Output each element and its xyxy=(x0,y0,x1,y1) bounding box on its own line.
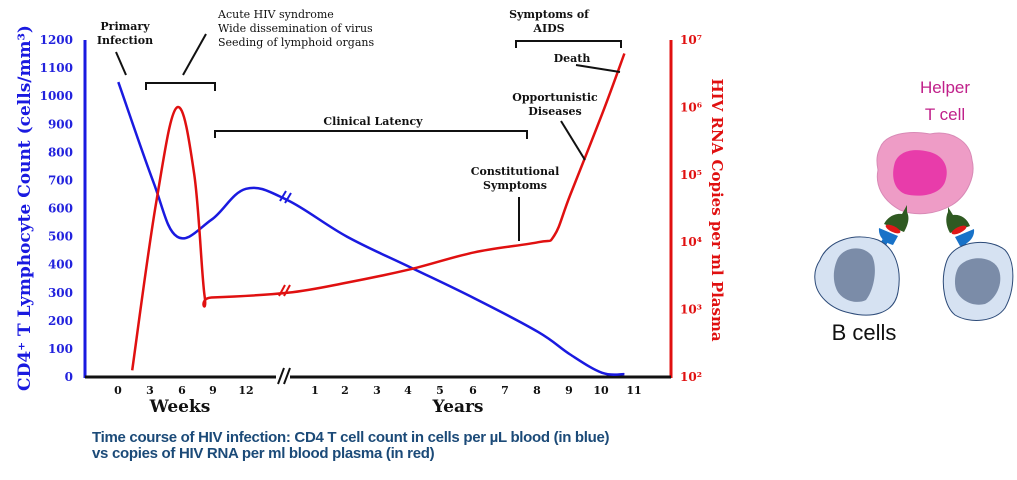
series-break-blue xyxy=(279,190,292,204)
y-right-tick-label: 10⁷ xyxy=(680,33,702,47)
helper-t-cell-label: Helper xyxy=(920,78,970,97)
x-label-years: Years xyxy=(431,397,483,417)
y-left-tick-label: 600 xyxy=(48,202,73,216)
caption-line-1: Time course of HIV infection: CD4 T cell… xyxy=(92,429,610,446)
y-left-tick-label: 1100 xyxy=(40,61,73,75)
helper-t-cell-label-2: T cell xyxy=(925,105,965,124)
annotation-text: Constitutional xyxy=(471,165,560,178)
x-tick-label-years: 5 xyxy=(436,384,444,397)
x-axis-break xyxy=(276,367,291,385)
x-tick-label-years: 4 xyxy=(404,384,412,397)
annotation-text: Symptoms of xyxy=(509,8,590,21)
x-tick-label-years: 10 xyxy=(593,384,609,397)
annotation-acute-hiv: Acute HIV syndrome Wide dissemination of… xyxy=(145,8,374,91)
y-left-tick-label: 100 xyxy=(48,342,73,356)
annotation-clinical-latency: Clinical Latency xyxy=(214,115,528,139)
series-break-red xyxy=(278,284,291,297)
y-left-tick-label: 200 xyxy=(48,314,73,328)
helper-t-cell xyxy=(876,132,974,215)
left-y-ticks: 0 100 200 300 400 500 600 700 800 900 1000 1100 1200 xyxy=(40,33,73,384)
y-left-tick-label: 400 xyxy=(48,258,73,272)
y-left-tick-label: 0 xyxy=(65,370,73,384)
annotation-text: Acute HIV syndrome xyxy=(217,8,334,21)
annotation-text: Clinical Latency xyxy=(323,115,423,128)
x-tick-label-years: 7 xyxy=(501,384,509,397)
right-y-ticks: 10² 10³ 10⁴ 10⁵ 10⁶ 10⁷ xyxy=(680,33,702,384)
annotation-text: Seeding of lymphoid organs xyxy=(218,36,374,49)
y-right-tick-label: 10⁵ xyxy=(680,168,702,182)
x-tick-label-weeks: 6 xyxy=(178,384,186,397)
x-tick-label-weeks: 0 xyxy=(114,384,122,397)
annotation-symptoms-of-aids: Symptoms of AIDS xyxy=(509,8,622,48)
annotation-text: Symptoms xyxy=(483,179,547,192)
x-tick-label-years: 2 xyxy=(341,384,349,397)
y-label-left: CD4⁺ T Lymphocyte Count (cells/mm³) xyxy=(15,25,35,391)
annotation-text: Primary xyxy=(100,20,150,33)
cell-diagram: Helper T cell B cells xyxy=(814,78,1014,345)
x-tick-label-years: 3 xyxy=(373,384,381,397)
y-label-right: HIV RNA Copies per ml Plasma xyxy=(708,78,726,341)
x-tick-label-weeks: 9 xyxy=(209,384,217,397)
b-cell-right xyxy=(942,241,1014,321)
x-label-weeks: Weeks xyxy=(149,397,211,417)
annotation-text: AIDS xyxy=(532,22,564,35)
x-tick-label-years: 6 xyxy=(469,384,477,397)
x-tick-label-years: 1 xyxy=(311,384,319,397)
x-tick-label-weeks: 12 xyxy=(238,384,253,397)
x-tick-label-weeks: 3 xyxy=(146,384,154,397)
x-tick-label-years: 8 xyxy=(533,384,541,397)
y-right-tick-label: 10⁴ xyxy=(680,235,702,249)
y-left-tick-label: 700 xyxy=(48,173,73,187)
annotation-text: Opportunistic xyxy=(512,91,598,104)
figure-caption: Time course of HIV infection: CD4 T cell… xyxy=(92,430,732,462)
annotation-death: Death xyxy=(554,52,621,73)
y-right-tick-label: 10⁶ xyxy=(680,100,702,114)
series-line-hiv-rna xyxy=(130,53,626,371)
caption-line-2: vs copies of HIV RNA per ml blood plasma… xyxy=(92,445,435,462)
annotation-primary-infection: Primary Infection xyxy=(97,20,153,76)
y-left-tick-label: 1200 xyxy=(40,33,73,47)
annotation-text: Wide dissemination of virus xyxy=(218,22,373,35)
b-cell-left xyxy=(814,236,900,316)
annotation-text: Death xyxy=(554,52,591,65)
y-left-tick-label: 300 xyxy=(48,286,73,300)
y-right-tick-label: 10³ xyxy=(680,303,702,317)
series-line-cd4 xyxy=(117,81,625,376)
annotation-text: Diseases xyxy=(528,105,581,118)
y-left-tick-label: 900 xyxy=(48,117,73,131)
y-left-tick-label: 1000 xyxy=(40,89,73,103)
annotation-constitutional-symptoms: Constitutional Symptoms xyxy=(471,165,560,241)
x-tick-label-years: 9 xyxy=(565,384,573,397)
annotation-opportunistic-diseases: Opportunistic Diseases xyxy=(512,91,598,161)
annotation-text: Infection xyxy=(97,34,153,47)
y-left-tick-label: 500 xyxy=(48,230,73,244)
x-tick-label-years: 11 xyxy=(626,384,641,397)
b-cells-label: B cells xyxy=(832,320,897,345)
y-right-tick-label: 10² xyxy=(680,370,702,384)
x-ticks: 0 3 6 9 12 1 2 3 4 5 6 7 8 9 10 11 xyxy=(114,384,641,397)
y-left-tick-label: 800 xyxy=(48,145,73,159)
